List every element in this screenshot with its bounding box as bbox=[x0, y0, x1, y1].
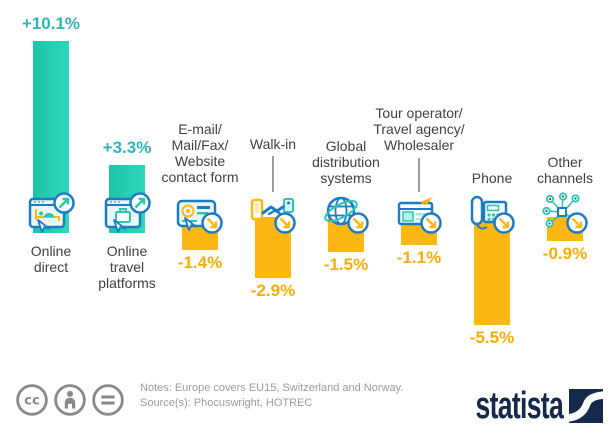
column-email-contact: E-mail/ Mail/Fax/ Website contact form -… bbox=[145, 0, 255, 434]
bar bbox=[474, 217, 510, 326]
value-label: +10.1% bbox=[21, 14, 81, 34]
category-label: Online direct bbox=[30, 243, 72, 275]
value-label: -5.5% bbox=[469, 328, 515, 348]
cc-icon: cc bbox=[16, 384, 48, 416]
handshake-icon bbox=[261, 205, 285, 215]
other-channels-network-icon bbox=[542, 192, 588, 234]
category-label: Phone bbox=[471, 170, 513, 186]
statista-logo-mark-icon bbox=[569, 389, 603, 423]
attribution-icon bbox=[54, 384, 86, 416]
value-label: -1.4% bbox=[177, 253, 223, 273]
value-label: -0.9% bbox=[542, 244, 588, 264]
category-label: Global distribution systems bbox=[312, 138, 380, 186]
value-label: -1.5% bbox=[323, 255, 369, 275]
suitcase-icon bbox=[115, 211, 131, 223]
door-icon bbox=[250, 198, 264, 221]
handset-icon bbox=[470, 195, 484, 226]
cursor-icon bbox=[184, 217, 198, 231]
global-distribution-globe-icon bbox=[324, 196, 369, 234]
phone-cord-icon bbox=[476, 223, 488, 230]
no-derivatives-icon bbox=[92, 384, 124, 416]
license-icons: cc bbox=[15, 383, 125, 417]
cursor-icon bbox=[113, 219, 127, 233]
card-icon bbox=[283, 198, 294, 213]
tour-operator-storefront-icon bbox=[397, 197, 442, 234]
value-label: -2.9% bbox=[250, 280, 296, 300]
column-online-travel-platforms: +3.3% Online travel platforms bbox=[72, 0, 182, 434]
category-label: E-mail/ Mail/Fax/ Website contact form bbox=[161, 121, 239, 185]
online-travel-platform-browser-icon bbox=[104, 192, 151, 233]
value-label: -1.1% bbox=[396, 248, 442, 268]
column-global-distribution-systems: Global distribution systems -1.5% bbox=[291, 0, 401, 434]
value-label: +3.3% bbox=[102, 137, 152, 157]
statista-wordmark: statista bbox=[475, 385, 563, 427]
source-line: Source(s): Phocuswright, HOTREC bbox=[140, 397, 313, 409]
orbit-icon bbox=[324, 199, 358, 223]
column-phone: Phone -5.5% bbox=[437, 0, 547, 434]
phone-icon bbox=[470, 195, 515, 234]
svg-text:cc: cc bbox=[24, 394, 40, 409]
notes-line: Notes: Europe covers EU15, Switzerland a… bbox=[140, 382, 404, 394]
column-walk-in: Walk-in -2.9% bbox=[218, 0, 328, 434]
column-online-direct: +10.1% Online direct bbox=[0, 0, 106, 434]
column-other-channels: Other channels -0.9% bbox=[510, 0, 614, 434]
column-tour-operator: Tour operator/ Travel agency/ Wholesaler… bbox=[364, 0, 474, 434]
label-connector-line bbox=[418, 158, 420, 192]
category-label: Online travel platforms bbox=[98, 243, 156, 291]
at-sign-icon bbox=[181, 204, 195, 218]
hub-icon bbox=[557, 207, 567, 217]
category-label: Tour operator/ Travel agency/ Wholesaler bbox=[373, 105, 465, 153]
category-label: Other channels bbox=[536, 154, 594, 186]
online-direct-browser-icon bbox=[28, 192, 75, 233]
plane-icon bbox=[421, 197, 433, 205]
notes-text: Notes: Europe covers EU15, Switzerland a… bbox=[140, 381, 403, 411]
statista-logo: statista bbox=[438, 385, 603, 427]
walk-in-handshake-icon bbox=[250, 198, 296, 234]
footer: cc Notes: Europe covers EU15, Switzerlan… bbox=[0, 372, 614, 434]
email-contact-icon bbox=[176, 199, 223, 234]
label-connector-line bbox=[272, 156, 274, 192]
cursor-icon bbox=[37, 219, 51, 233]
category-label: Walk-in bbox=[249, 136, 297, 152]
